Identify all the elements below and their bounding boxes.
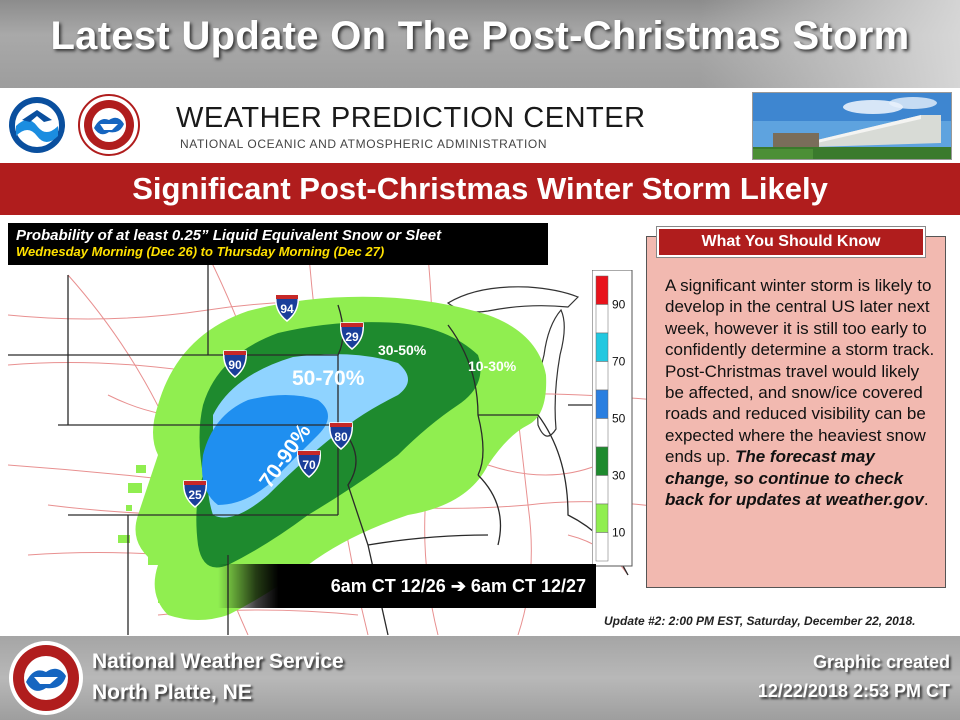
interstate-29-shield: 29: [339, 322, 365, 350]
label-50-70: 50-70%: [292, 367, 365, 390]
what-you-should-know-box: What You Should Know A significant winte…: [646, 227, 946, 588]
page-title: Latest Update On The Post-Christmas Stor…: [50, 14, 910, 58]
time-start: 6am CT 12/26: [330, 576, 446, 596]
footer: National Weather Service North Platte, N…: [0, 636, 960, 720]
legend-swatch: [595, 304, 609, 334]
probability-title: Probability of at least 0.25” Liquid Equ…: [16, 227, 442, 244]
created-time: 12/22/2018 2:53 PM CT: [757, 681, 950, 701]
legend-tick-label: 50: [612, 412, 626, 426]
wpc-subtitle: NATIONAL OCEANIC AND ATMOSPHERIC ADMINIS…: [180, 137, 548, 151]
interstate-label: 90: [228, 358, 242, 372]
arrow-icon: ➔: [450, 576, 466, 596]
legend-swatch: [595, 446, 609, 476]
wpc-title: WEATHER PREDICTION CENTER: [176, 102, 646, 134]
interstate-90-shield: 90: [222, 350, 248, 378]
know-body: A significant winter storm is likely to …: [665, 276, 935, 467]
time-end: 6am CT 12/27: [470, 576, 586, 596]
office-name: National Weather Service: [92, 650, 344, 673]
legend-swatch: [595, 389, 609, 419]
legend-swatch: [595, 532, 609, 562]
wpc-header: WEATHER PREDICTION CENTER NATIONAL OCEAN…: [0, 88, 960, 163]
headline-banner: Significant Post-Christmas Winter Storm …: [0, 163, 960, 215]
nws-logo-icon: [78, 94, 140, 156]
legend-swatch: [595, 503, 609, 533]
what-you-should-know-header: What You Should Know: [657, 227, 925, 257]
probability-period: Wednesday Morning (Dec 26) to Thursday M…: [16, 244, 385, 259]
know-end: .: [923, 490, 929, 510]
lake-superior: [446, 286, 580, 313]
noaa-logo-icon: [9, 97, 65, 153]
state-borders: [8, 245, 629, 635]
scattered-fragments: [118, 425, 176, 603]
legend-swatch: [595, 361, 609, 391]
interstate-70-shield: 70: [296, 450, 322, 478]
headline-title: Significant Post-Christmas Winter Storm …: [132, 171, 828, 206]
probability-legend: 90 70 50 30 10: [591, 269, 634, 570]
wpc-building-photo: [752, 92, 952, 160]
forecast-graphic: WEATHER PREDICTION CENTER NATIONAL OCEAN…: [0, 88, 960, 636]
know-emphasis: The forecast may change, so continue to …: [665, 447, 924, 510]
legend-tick-label: 70: [612, 355, 626, 369]
legend-colorbar: 90 70 50 30 10: [591, 269, 633, 567]
time-window-box: 6am CT 12/26 ➔ 6am CT 12/27: [218, 564, 596, 608]
probability-title-box: Probability of at least 0.25” Liquid Equ…: [8, 223, 548, 265]
interstate-label: 70: [302, 458, 316, 472]
legend-swatch: [595, 275, 609, 305]
legend-tick-label: 30: [612, 469, 626, 483]
interstate-label: 29: [345, 330, 359, 344]
nws-footer-logo-icon: [9, 641, 83, 715]
legend-swatch: [595, 418, 609, 448]
created-label: Graphic created: [812, 652, 950, 672]
interstate-25-shield: 25: [182, 480, 208, 508]
interstate-label: 94: [280, 302, 294, 316]
legend-tick-label: 90: [612, 298, 626, 312]
interstate-label: 25: [188, 488, 202, 502]
legend-swatch: [595, 475, 609, 505]
background-trees: [700, 0, 960, 88]
interstate-shields: 94 29 90 80 70 25: [182, 294, 365, 508]
top-banner: Latest Update On The Post-Christmas Stor…: [0, 0, 960, 88]
lake-michigan: [537, 308, 565, 437]
update-note: Update #2: 2:00 PM EST, Saturday, Decemb…: [604, 614, 916, 628]
interstate-80-shield: 80: [328, 422, 354, 450]
what-you-should-know-title: What You Should Know: [701, 233, 881, 250]
label-10-30: 10-30%: [468, 358, 517, 374]
interstate-94-shield: 94: [274, 294, 300, 322]
office-location: North Platte, NE: [92, 681, 252, 704]
what-you-should-know-text: A significant winter storm is likely to …: [665, 275, 937, 510]
zone-70-90: [202, 395, 328, 505]
label-30-50: 30-50%: [378, 342, 427, 358]
legend-tick-label: 10: [612, 526, 626, 540]
legend-swatch: [595, 332, 609, 362]
time-window-text: 6am CT 12/26 ➔ 6am CT 12/27: [218, 576, 596, 597]
interstate-label: 80: [334, 430, 348, 444]
